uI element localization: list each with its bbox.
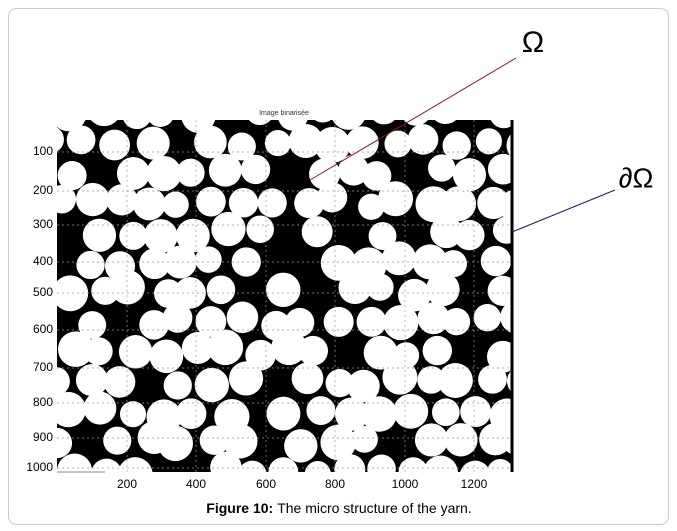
fiber	[84, 392, 117, 425]
fiber	[232, 247, 261, 276]
fiber	[351, 426, 378, 453]
y-tick-label: 500	[33, 285, 53, 299]
fiber	[241, 155, 270, 184]
y-tick-label: 1000	[26, 460, 53, 474]
fiber	[246, 215, 274, 243]
fiber	[119, 222, 147, 250]
fiber	[133, 188, 166, 221]
fiber	[302, 216, 333, 247]
fiber	[378, 181, 413, 216]
fiber	[317, 182, 347, 212]
x-tick-label: 200	[117, 477, 137, 491]
fiber	[76, 251, 104, 279]
y-tick-label: 600	[33, 322, 53, 336]
x-tick-label: 1200	[461, 477, 488, 491]
page: Image binarisée 100 200 300 400 500 600 700 800…	[0, 0, 677, 531]
y-tick-label: 700	[33, 360, 53, 374]
y-tick-label: 300	[33, 217, 53, 231]
fiber	[176, 159, 204, 187]
fiber	[227, 302, 259, 334]
fiber	[383, 305, 418, 340]
fiber	[258, 188, 287, 217]
x-tick-label: 600	[256, 477, 276, 491]
fiber	[120, 401, 146, 427]
fiber	[382, 360, 417, 395]
fiber	[195, 368, 229, 402]
y-tick-label: 900	[33, 430, 53, 444]
fiber	[460, 396, 491, 427]
fiber	[284, 429, 317, 462]
figure: Image binarisée 100 200 300 400 500 600 700 800…	[0, 0, 677, 531]
fiber	[432, 398, 460, 426]
fiber	[382, 241, 416, 275]
fiber	[384, 130, 411, 157]
fiber	[194, 126, 227, 159]
x-tick-label: 400	[186, 477, 206, 491]
fiber	[476, 128, 502, 154]
fiber	[423, 336, 452, 365]
fiber	[196, 187, 226, 217]
fiber	[146, 156, 181, 191]
fiber	[481, 246, 511, 276]
fiber	[158, 426, 193, 461]
fiber	[324, 307, 354, 337]
boundary-label: ∂Ω	[619, 162, 654, 193]
y-tick-label: 400	[33, 254, 53, 268]
fiber	[119, 335, 152, 368]
fiber	[106, 184, 137, 215]
fiber	[211, 212, 245, 246]
caption-label: Figure 10:	[206, 500, 273, 516]
fiber	[208, 330, 244, 366]
y-tick-label: 100	[33, 144, 53, 158]
fiber	[298, 336, 328, 366]
fiber	[137, 127, 170, 160]
fiber	[229, 361, 263, 395]
fiber	[99, 130, 130, 161]
fiber	[195, 246, 221, 272]
fiber	[415, 423, 448, 456]
fiber	[67, 125, 96, 154]
fiber	[267, 397, 301, 431]
fiber	[76, 364, 108, 396]
fiber	[444, 423, 477, 456]
fiber	[357, 307, 387, 337]
fiber	[163, 303, 193, 333]
fiber	[443, 308, 470, 335]
fiber	[209, 154, 242, 187]
fiber	[104, 366, 136, 398]
fiber	[266, 273, 300, 307]
domain-label: Ω	[522, 26, 544, 59]
x-tick-label: 1000	[392, 477, 419, 491]
y-tick-label: 800	[33, 395, 53, 409]
fiber	[176, 398, 207, 429]
fiber	[207, 275, 236, 304]
fiber	[162, 192, 188, 218]
fiber	[478, 365, 507, 394]
x-tick-label: 800	[325, 477, 345, 491]
fiber	[292, 362, 324, 394]
fiber	[306, 396, 335, 425]
fiber	[426, 272, 460, 306]
fiber	[83, 219, 116, 252]
caption: Figure 10:The micro structure of the yar…	[206, 500, 471, 516]
fiber	[110, 270, 144, 304]
fiber	[474, 304, 501, 331]
fiber	[76, 183, 109, 216]
fiber	[393, 394, 428, 429]
y-tick-label: 200	[33, 183, 53, 197]
fiber	[408, 124, 439, 155]
fiber	[85, 337, 113, 365]
fiber	[164, 371, 192, 399]
image-title: Image binarisée	[259, 110, 309, 117]
fiber	[454, 220, 484, 250]
fiber	[366, 273, 393, 300]
fiber	[428, 154, 455, 181]
caption-text: The micro structure of the yarn.	[277, 500, 472, 516]
